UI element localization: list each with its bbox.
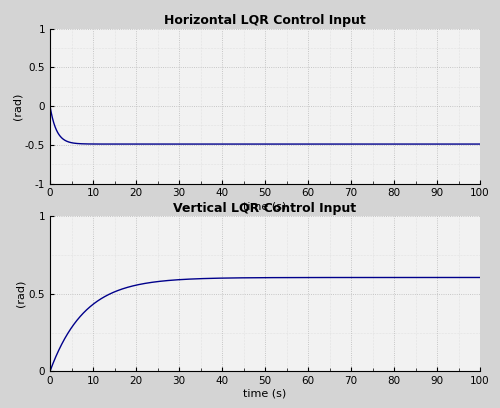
Title: Vertical LQR Control Input: Vertical LQR Control Input xyxy=(174,202,356,215)
X-axis label: time (s): time (s) xyxy=(244,389,286,399)
Y-axis label: (rad): (rad) xyxy=(16,280,26,308)
Y-axis label: (rad): (rad) xyxy=(12,92,22,120)
X-axis label: time (s): time (s) xyxy=(244,201,286,211)
Title: Horizontal LQR Control Input: Horizontal LQR Control Input xyxy=(164,14,366,27)
